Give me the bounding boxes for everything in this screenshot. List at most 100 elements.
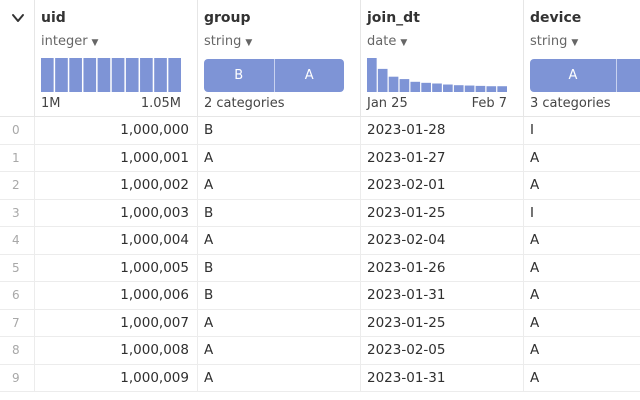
cell-join-dt[interactable]: 2023-02-04 [360, 227, 523, 254]
cell-group[interactable]: A [197, 337, 360, 364]
join-dt-histogram-bar[interactable] [453, 85, 464, 92]
uid-histogram-bar[interactable] [111, 58, 125, 92]
category-segment[interactable] [616, 59, 640, 92]
cell-device[interactable]: A [523, 254, 640, 281]
cell-device[interactable]: A [523, 144, 640, 171]
table-row[interactable]: 7 1,000,007 A 2023-01-25 A [0, 309, 640, 337]
cell-uid[interactable]: 1,000,009 [34, 364, 197, 391]
cell-uid[interactable]: 1,000,003 [34, 199, 197, 226]
uid-histogram-bar[interactable] [55, 58, 68, 92]
column-header-group[interactable]: group string ▼ B A 2 categories [197, 0, 360, 116]
column-header-uid[interactable]: uid integer ▼ 1M 1.05M [34, 0, 197, 116]
column-type-select[interactable]: string ▼ [530, 34, 578, 49]
join-dt-histogram-bar[interactable] [432, 83, 442, 93]
join-dt-histogram-bar[interactable] [377, 68, 388, 92]
cell-device[interactable]: I [523, 199, 640, 226]
cell-join-dt[interactable]: 2023-01-31 [360, 282, 523, 309]
cell-uid[interactable]: 1,000,002 [34, 172, 197, 199]
cell-group[interactable]: A [197, 227, 360, 254]
cell-group[interactable]: B [197, 117, 360, 144]
cell-join-dt[interactable]: 2023-01-26 [360, 254, 523, 281]
row-index: 4 [12, 233, 20, 248]
column-name: group [204, 10, 251, 26]
table-row[interactable]: 2 1,000,002 A 2023-02-01 A [0, 172, 640, 200]
chevron-down-icon[interactable] [10, 10, 26, 26]
column-type-select[interactable]: string ▼ [204, 34, 252, 49]
cell-join-dt[interactable]: 2023-01-25 [360, 199, 523, 226]
category-segment[interactable]: B [234, 68, 244, 83]
grid-header: uid integer ▼ 1M 1.05M group string ▼ B A … [0, 0, 640, 117]
join-dt-histogram-bar[interactable] [367, 58, 377, 92]
join-dt-histogram-bar[interactable] [399, 79, 410, 92]
uid-histogram-bar[interactable] [154, 58, 167, 92]
cell-device[interactable]: A [523, 282, 640, 309]
cell-join-dt[interactable]: 2023-01-25 [360, 309, 523, 336]
column-type-select[interactable]: integer ▼ [41, 34, 98, 49]
cell-uid[interactable]: 1,000,008 [34, 337, 197, 364]
cell-group[interactable]: A [197, 144, 360, 171]
cell-device[interactable]: A [523, 172, 640, 199]
cell-join-dt[interactable]: 2023-01-31 [360, 364, 523, 391]
cell-uid[interactable]: 1,000,005 [34, 254, 197, 281]
table-row[interactable]: 0 1,000,000 B 2023-01-28 I [0, 117, 640, 145]
cell-device[interactable]: A [523, 337, 640, 364]
table-row[interactable]: 4 1,000,004 A 2023-02-04 A [0, 227, 640, 255]
cell-uid[interactable]: 1,000,007 [34, 309, 197, 336]
cell-group[interactable]: B [197, 199, 360, 226]
join-dt-histogram-bar[interactable] [421, 82, 431, 92]
uid-histogram-bar[interactable] [41, 58, 54, 92]
column-header-device[interactable]: device string ▼ A 3 categories [523, 0, 640, 116]
join-dt-histogram-bar[interactable] [443, 84, 453, 92]
join-dt-histogram-bar[interactable] [410, 81, 421, 92]
uid-histogram-bar[interactable] [168, 58, 181, 92]
cell-group[interactable]: B [197, 254, 360, 281]
column-name: join_dt [367, 10, 420, 26]
category-segment[interactable]: A [568, 68, 578, 83]
category-segment[interactable]: A [273, 59, 345, 92]
column-type: integer [41, 34, 88, 49]
table-row[interactable]: 1 1,000,001 A 2023-01-27 A [0, 144, 640, 172]
cell-uid[interactable]: 1,000,000 [34, 117, 197, 144]
column-header-join-dt[interactable]: join_dt date ▼ Jan 25 Feb 7 [360, 0, 523, 116]
join-dt-histogram-bar[interactable] [475, 85, 486, 92]
category-bar: A [530, 59, 640, 92]
table-row[interactable]: 5 1,000,005 B 2023-01-26 A [0, 254, 640, 282]
cell-join-dt[interactable]: 2023-02-05 [360, 337, 523, 364]
uid-histogram-bar[interactable] [140, 58, 153, 92]
cell-uid[interactable]: 1,000,001 [34, 144, 197, 171]
join-dt-histogram-bar[interactable] [486, 86, 497, 92]
join-dt-histogram-bar[interactable] [464, 85, 475, 92]
cell-device[interactable]: A [523, 227, 640, 254]
table-row[interactable]: 6 1,000,006 B 2023-01-31 A [0, 282, 640, 310]
cell-group[interactable]: B [197, 282, 360, 309]
cell-join-dt[interactable]: 2023-02-01 [360, 172, 523, 199]
table-row[interactable]: 3 1,000,003 B 2023-01-25 I [0, 199, 640, 227]
cell-uid[interactable]: 1,000,006 [34, 282, 197, 309]
cell-group[interactable]: A [197, 172, 360, 199]
uid-histogram-bar[interactable] [83, 58, 97, 92]
join-dt-histogram-bar[interactable] [497, 86, 507, 92]
cell-device[interactable]: I [523, 117, 640, 144]
caret-down-icon: ▼ [400, 38, 408, 48]
uid-histogram-bar[interactable] [125, 58, 139, 92]
table-row[interactable]: 9 1,000,009 A 2023-01-31 A [0, 364, 640, 392]
cell-uid[interactable]: 1,000,004 [34, 227, 197, 254]
cell-device[interactable]: A [523, 309, 640, 336]
uid-histogram-bar[interactable] [69, 58, 82, 92]
cell-join-dt[interactable]: 2023-01-27 [360, 144, 523, 171]
uid-histogram-bar[interactable] [97, 58, 111, 92]
cell-group[interactable]: A [197, 364, 360, 391]
grid-body: 0 1,000,000 B 2023-01-28 I 1 1,000,001 A 2023-01… [0, 117, 640, 392]
column-type-select[interactable]: date ▼ [367, 34, 407, 49]
caret-down-icon: ▼ [571, 38, 579, 48]
row-index: 2 [12, 178, 20, 193]
table-row[interactable]: 8 1,000,008 A 2023-02-05 A [0, 337, 640, 365]
row-index: 9 [12, 370, 20, 385]
uid-histogram [41, 58, 181, 92]
cell-device[interactable]: A [523, 364, 640, 391]
cell-join-dt[interactable]: 2023-01-28 [360, 117, 523, 144]
cell-group[interactable]: A [197, 309, 360, 336]
range-min: 1M [41, 96, 61, 111]
join-dt-histogram-bar[interactable] [388, 76, 399, 92]
row-index: 8 [12, 343, 20, 358]
